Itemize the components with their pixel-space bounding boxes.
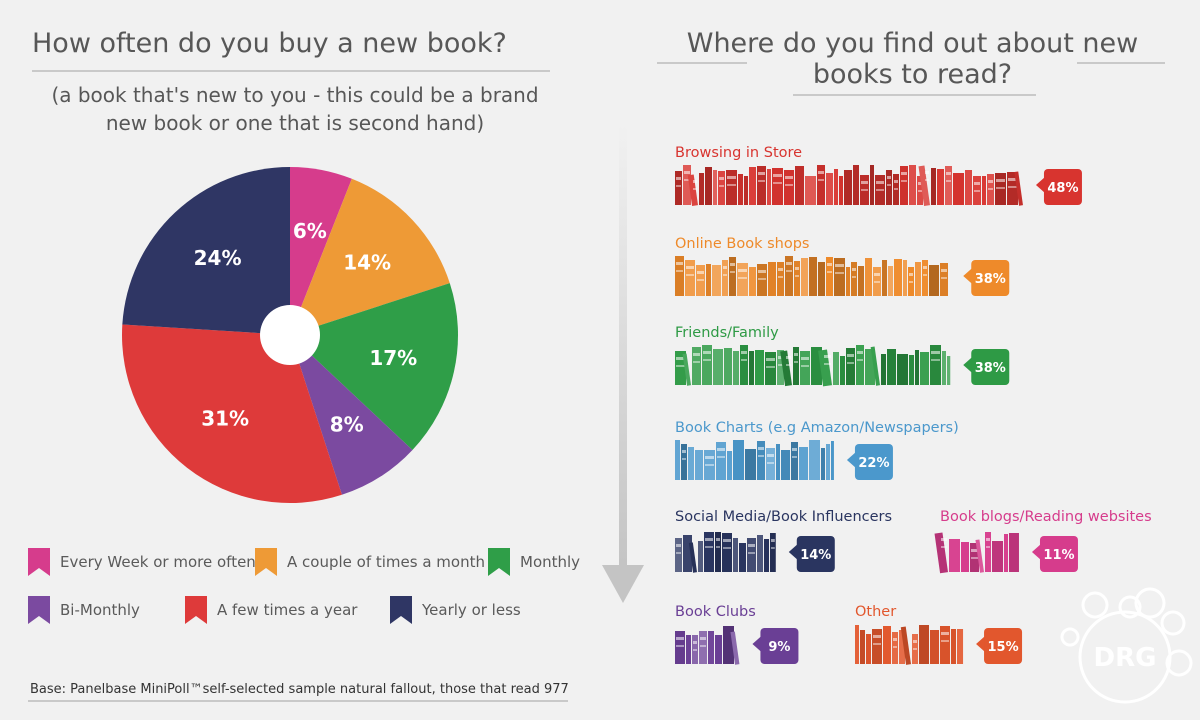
bar-value-tag-4: 14%: [788, 536, 835, 572]
bar-title-line1: Where do you find out about new: [686, 28, 1139, 59]
pie-slice-1: [290, 178, 450, 335]
legend-flag-icon: [390, 596, 412, 624]
book-bar-2: [675, 345, 951, 387]
pie-slice-0: [290, 167, 352, 335]
book-bar-5: [934, 532, 1019, 574]
bar-value-tag-2: 38%: [963, 349, 1010, 385]
bar-label-6: Book Clubs: [675, 604, 756, 620]
legend-label: Monthly: [520, 553, 581, 571]
bar-value-label-5: 11%: [1043, 548, 1074, 563]
bar-label-7: Other: [855, 604, 897, 620]
pie-slice-label-1: 14%: [343, 251, 391, 275]
bar-value-tag-6: 9%: [752, 628, 799, 664]
bar-value-label-6: 9%: [768, 640, 790, 655]
bar-title-line2: books to read?: [812, 59, 1013, 90]
legend-item-5: Yearly or less: [390, 595, 521, 625]
drg-logo-text: DRG: [1094, 643, 1157, 673]
pie-slice-3: [290, 335, 413, 495]
bar-title-rule-left: [657, 62, 747, 64]
bar-value-label-4: 14%: [800, 548, 831, 563]
pie-slice-label-4: 31%: [201, 407, 249, 431]
pie-chart: 6% 14% 17% 8% 31% 24%: [122, 167, 458, 503]
bar-value-tag-1: 38%: [963, 260, 1010, 296]
bar-label-5: Book blogs/Reading websites: [940, 509, 1152, 525]
bar-value-tag-5: 11%: [1031, 536, 1078, 572]
pie-slice-label-5: 24%: [194, 246, 242, 270]
pie-subtitle: (a book that's new to you - this could b…: [20, 81, 570, 137]
base-note: Base: Panelbase MiniPoll™self-selected s…: [30, 682, 569, 697]
bar-label-1: Online Book shops: [675, 236, 810, 252]
legend-flag-icon: [28, 596, 50, 624]
bar-title-rule-bottom: [793, 94, 1036, 96]
book-bar-6: [675, 626, 740, 665]
bar-value-label-7: 15%: [987, 640, 1018, 655]
legend-label: Yearly or less: [422, 601, 521, 619]
book-bar-3: [675, 440, 834, 480]
divider-arrow: [602, 125, 644, 603]
pie-subtitle-line2: new book or one that is second hand): [105, 111, 485, 135]
legend-flag-icon: [255, 548, 277, 576]
bar-label-0: Browsing in Store: [675, 145, 803, 161]
base-rule: [28, 700, 568, 702]
bar-label-4: Social Media/Book Influencers: [675, 509, 893, 525]
bar-label-2: Friends/Family: [675, 325, 779, 341]
legend-label: Every Week or more often: [60, 553, 256, 571]
book-bar-0: [675, 165, 1023, 206]
legend-label: A few times a year: [217, 601, 358, 619]
book-bar-4: [675, 532, 776, 573]
bar-value-tag-0: 48%: [1035, 169, 1082, 205]
legend-item-0: Every Week or more often: [28, 547, 256, 577]
pie-center-hole: [260, 305, 320, 365]
pie-slice-label-2: 17%: [369, 346, 417, 370]
bar-title-rule-right: [1077, 62, 1165, 64]
pie-title: How often do you buy a new book?: [32, 28, 507, 59]
legend-item-3: Bi-Monthly: [28, 595, 140, 625]
book-bar-7: [855, 625, 964, 665]
book-bar-1: [675, 256, 948, 296]
legend-flag-icon: [28, 548, 50, 576]
bar-label-3: Book Charts (e.g Amazon/Newspapers): [675, 420, 959, 436]
bar-value-tag-7: 15%: [976, 628, 1023, 664]
pie-title-rule: [32, 70, 550, 72]
legend-item-2: Monthly: [488, 547, 580, 577]
pie-slice-4: [122, 324, 342, 503]
bar-value-tag-3: 22%: [846, 444, 893, 480]
legend-flag-icon: [185, 596, 207, 624]
pie-slice-2: [290, 283, 458, 451]
bar-value-label-0: 48%: [1047, 181, 1078, 196]
legend-label: Bi-Monthly: [60, 601, 140, 619]
bar-value-label-3: 22%: [858, 456, 889, 471]
pie-slice-label-3: 8%: [330, 412, 364, 436]
pie-slice-5: [122, 167, 290, 335]
bar-value-label-2: 38%: [975, 361, 1006, 376]
legend-item-4: A few times a year: [185, 595, 357, 625]
drg-logo: DRG: [1060, 587, 1193, 704]
bar-value-label-1: 38%: [975, 272, 1006, 287]
legend-flag-icon: [488, 548, 510, 576]
legend-item-1: A couple of times a month: [255, 547, 485, 577]
legend-label: A couple of times a month: [287, 553, 485, 571]
pie-subtitle-line1: (a book that's new to you - this could b…: [51, 83, 539, 107]
pie-slice-label-0: 6%: [293, 219, 327, 243]
